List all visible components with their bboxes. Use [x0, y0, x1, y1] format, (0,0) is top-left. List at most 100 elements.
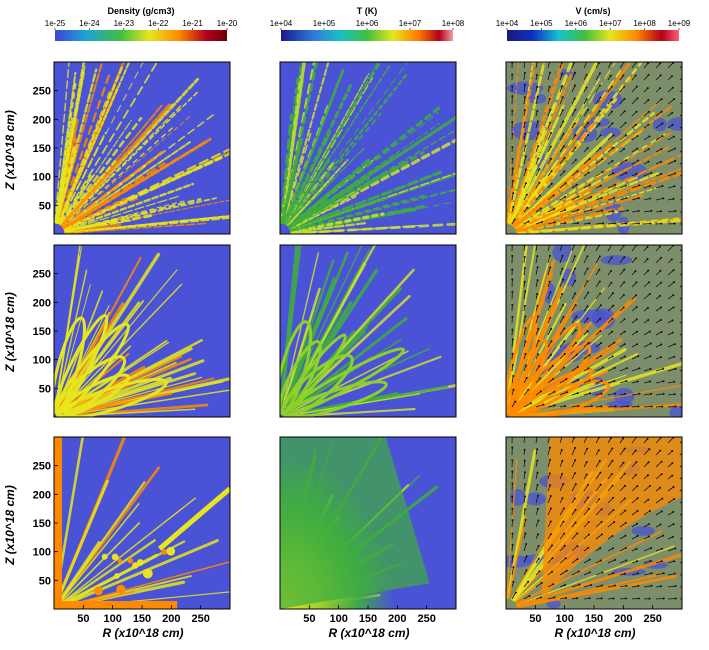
velocity-arrow-head	[524, 459, 526, 461]
velocity-arrow-head	[636, 318, 638, 320]
velocity-arrow-head	[550, 132, 552, 134]
velocity-arrow-head	[561, 268, 563, 270]
velocity-arrow-head	[565, 557, 567, 559]
xtick-label: 250	[191, 613, 209, 625]
velocity-arrow-head	[574, 292, 576, 294]
velocity-arrow-head	[659, 295, 661, 297]
velocity-arrow-head	[671, 75, 673, 77]
low-velocity-patch	[670, 405, 688, 420]
velocity-arrow-head	[636, 548, 638, 550]
velocity-arrow-head	[551, 544, 553, 546]
velocity-arrow-head	[624, 98, 626, 100]
xtick-label: 100	[555, 613, 573, 625]
velocity-arrow-head	[587, 484, 589, 486]
xtick-label: 100	[329, 613, 347, 625]
velocity-arrow-head	[671, 450, 673, 452]
velocity-arrow-head	[537, 508, 539, 510]
velocity-arrow-head	[671, 462, 673, 464]
velocity-arrow-head	[600, 342, 602, 344]
velocity-arrow-head	[524, 145, 526, 147]
velocity-arrow-head	[524, 267, 526, 269]
ylabel-row-1: Z (x10^18 cm)	[3, 110, 17, 191]
velocity-arrow-head	[623, 148, 625, 150]
velocity-arrow-head	[575, 522, 577, 524]
velocity-arrow-head	[511, 158, 513, 160]
velocity-arrow-head	[549, 484, 551, 486]
velocity-arrow-head	[511, 316, 513, 318]
velocity-arrow-head	[674, 573, 676, 575]
velocity-arrow-head	[685, 536, 687, 538]
velocity-arrow-head	[647, 307, 649, 309]
dense-clump	[166, 547, 175, 556]
velocity-arrow-head	[601, 210, 603, 212]
velocity-arrow-head	[637, 380, 639, 382]
velocity-arrow-head	[623, 307, 625, 309]
velocity-arrow-head	[661, 148, 663, 150]
velocity-arrow-head	[685, 498, 687, 500]
velocity-arrow-head	[601, 521, 603, 523]
velocity-arrow-head	[587, 367, 589, 369]
velocity-arrow-head	[550, 521, 552, 523]
velocity-arrow-head	[636, 560, 638, 562]
velocity-arrow-head	[536, 74, 538, 76]
velocity-arrow-head	[673, 523, 675, 525]
velocity-arrow-head	[651, 405, 653, 407]
velocity-arrow-head	[635, 474, 637, 476]
velocity-arrow-head	[550, 158, 552, 160]
velocity-arrow-head	[684, 112, 686, 114]
velocity-arrow-head	[524, 483, 526, 485]
velocity-arrow-head	[649, 598, 651, 600]
xtick-label: 50	[303, 613, 315, 625]
velocity-arrow-head	[577, 209, 579, 211]
ytick-label: 200	[33, 297, 51, 309]
velocity-arrow-head	[512, 338, 514, 340]
velocity-arrow-head	[562, 483, 564, 485]
velocity-arrow-head	[650, 343, 652, 345]
velocity-arrow-head	[511, 447, 513, 449]
velocity-arrow-head	[624, 356, 626, 358]
velocity-arrow-head	[564, 405, 566, 407]
velocity-arrow-head	[587, 318, 589, 320]
colorbar-tick-label: 1e+06	[565, 19, 588, 28]
velocity-arrow-head	[526, 555, 528, 557]
dense-clump	[116, 585, 125, 594]
velocity-arrow-head	[561, 473, 563, 475]
velocity-arrow-head	[626, 585, 628, 587]
velocity-arrow-head	[661, 498, 663, 500]
velocity-arrow-head	[540, 596, 542, 598]
velocity-arrow-head	[525, 365, 527, 367]
velocity-arrow-head	[551, 557, 553, 559]
velocity-arrow-head	[511, 508, 513, 510]
velocity-arrow-head	[564, 209, 566, 211]
velocity-arrow-head	[650, 560, 652, 562]
velocity-arrow-head	[661, 548, 663, 550]
ytick-label: 200	[33, 114, 51, 126]
velocity-arrow-head	[553, 208, 555, 210]
velocity-arrow-head	[614, 585, 616, 587]
velocity-arrow-head	[550, 328, 552, 330]
velocity-arrow-head	[514, 218, 516, 220]
velocity-arrow-head	[686, 523, 688, 525]
velocity-arrow-head	[575, 483, 577, 485]
velocity-arrow-head	[587, 292, 589, 294]
velocity-arrow-head	[511, 95, 513, 97]
velocity-arrow-head	[685, 511, 687, 513]
velocity-arrow-head	[599, 72, 601, 74]
velocity-arrow-head	[512, 375, 514, 377]
velocity-arrow-head	[659, 270, 661, 272]
velocity-arrow-head	[524, 122, 526, 124]
velocity-arrow-head	[541, 221, 543, 223]
velocity-arrow-head	[536, 86, 538, 88]
low-velocity-patch	[632, 526, 655, 536]
colorbar-tick-label: 1e+04	[270, 19, 293, 28]
velocity-arrow-head	[512, 353, 514, 355]
colorbar-density-title: Density (g/cm3)	[107, 6, 174, 16]
velocity-arrow-head	[613, 380, 615, 382]
velocity-arrow-head	[577, 392, 579, 394]
velocity-arrow-head	[686, 393, 688, 395]
velocity-arrow-head	[612, 509, 614, 511]
velocity-arrow-head	[614, 559, 616, 561]
xtick-label: 200	[162, 613, 180, 625]
velocity-arrow-head	[561, 293, 563, 295]
velocity-arrow-head	[625, 122, 627, 124]
